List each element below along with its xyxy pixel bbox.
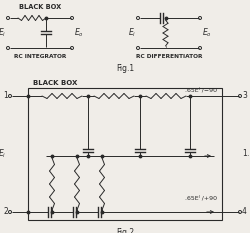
Text: RC INTEGRATOR: RC INTEGRATOR bbox=[14, 54, 66, 59]
Text: BLACK BOX: BLACK BOX bbox=[19, 4, 61, 10]
Text: $E_i$: $E_i$ bbox=[0, 148, 6, 160]
Text: Fig.2: Fig.2 bbox=[116, 228, 134, 233]
Text: 1: 1 bbox=[3, 92, 8, 100]
Text: Fig.1: Fig.1 bbox=[116, 64, 134, 73]
Text: $E_i$: $E_i$ bbox=[128, 27, 136, 39]
Text: $E_o$: $E_o$ bbox=[74, 27, 84, 39]
Text: 4: 4 bbox=[242, 208, 247, 216]
Text: .65Eᴵ /−90: .65Eᴵ /−90 bbox=[185, 88, 217, 93]
Text: $E_o$: $E_o$ bbox=[202, 27, 212, 39]
Bar bbox=[28, 88, 222, 220]
Text: .65Eᴵ /+90: .65Eᴵ /+90 bbox=[185, 195, 217, 200]
Text: 3: 3 bbox=[242, 92, 247, 100]
Text: 2: 2 bbox=[3, 208, 8, 216]
Text: BLACK BOX: BLACK BOX bbox=[33, 80, 78, 86]
Text: $E_i$: $E_i$ bbox=[0, 27, 6, 39]
Text: $1.3E_i$: $1.3E_i$ bbox=[242, 148, 250, 160]
Text: RC DIFFERENTIATOR: RC DIFFERENTIATOR bbox=[136, 54, 202, 59]
